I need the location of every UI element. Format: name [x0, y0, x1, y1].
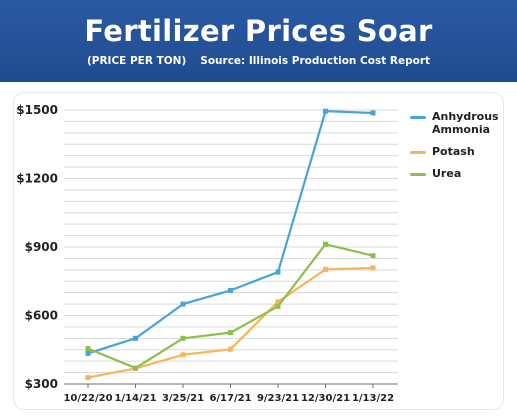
chart-title: Fertilizer Prices Soar — [84, 14, 433, 48]
unit-note: (PRICE PER TON) — [86, 55, 187, 67]
data-point-potash — [180, 352, 186, 358]
x-tick-label: 1/13/22 — [352, 393, 394, 404]
data-point-anhydrous-ammonia — [133, 335, 138, 341]
legend-item: Potash — [410, 145, 510, 158]
data-point-anhydrous-ammonia — [275, 269, 281, 275]
data-point-urea — [323, 241, 328, 247]
x-tick-label: 3/25/21 — [162, 393, 204, 404]
data-point-potash — [85, 375, 91, 381]
data-point-urea — [370, 253, 376, 259]
legend-swatch — [410, 151, 426, 154]
x-tick-label: 6/17/21 — [209, 393, 251, 404]
data-point-potash — [323, 266, 328, 272]
source-note: Source: Illinois Production Cost Report — [200, 55, 431, 67]
x-tick-label: 9/23/21 — [257, 393, 299, 404]
data-point-urea — [85, 346, 91, 352]
y-tick-label: $600 — [25, 309, 58, 323]
data-point-urea — [180, 335, 186, 341]
legend-label: Anhydrous Ammonia — [432, 110, 499, 136]
data-point-potash — [370, 265, 376, 271]
y-tick-label: $1200 — [16, 172, 58, 186]
y-tick-label: $1500 — [16, 103, 58, 117]
legend-swatch — [410, 173, 426, 176]
data-point-urea — [275, 303, 281, 309]
data-point-anhydrous-ammonia — [370, 110, 376, 116]
legend-label: Potash — [432, 145, 475, 158]
legend-item: Anhydrous Ammonia — [410, 110, 510, 136]
y-tick-label: $900 — [25, 240, 58, 254]
x-tick-label: 1/14/21 — [114, 393, 156, 404]
data-point-anhydrous-ammonia — [228, 287, 233, 293]
data-point-potash — [228, 346, 233, 352]
data-point-urea — [228, 330, 233, 336]
chart-subtitle: (PRICE PER TON) Source: Illinois Producti… — [0, 55, 517, 67]
y-tick-label: $300 — [25, 377, 58, 391]
chart-header: Fertilizer Prices Soar (PRICE PER TON) So… — [0, 0, 517, 82]
chart-panel — [14, 93, 503, 409]
data-point-anhydrous-ammonia — [323, 108, 328, 114]
x-tick-label: 12/30/21 — [301, 393, 350, 404]
data-point-urea — [133, 365, 138, 371]
x-tick-label: 10/22/20 — [63, 393, 112, 404]
series-line-anhydrous-ammonia — [87, 110, 374, 355]
legend: Anhydrous Ammonia Potash Urea — [410, 110, 510, 189]
legend-swatch — [410, 116, 426, 119]
legend-item: Urea — [410, 167, 510, 180]
data-point-anhydrous-ammonia — [180, 301, 186, 307]
legend-label: Urea — [432, 167, 462, 180]
data-point-potash — [275, 299, 281, 305]
data-point-anhydrous-ammonia — [85, 350, 91, 356]
